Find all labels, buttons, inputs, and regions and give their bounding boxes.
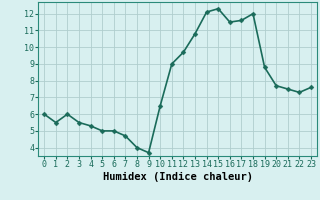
X-axis label: Humidex (Indice chaleur): Humidex (Indice chaleur) xyxy=(103,172,252,182)
